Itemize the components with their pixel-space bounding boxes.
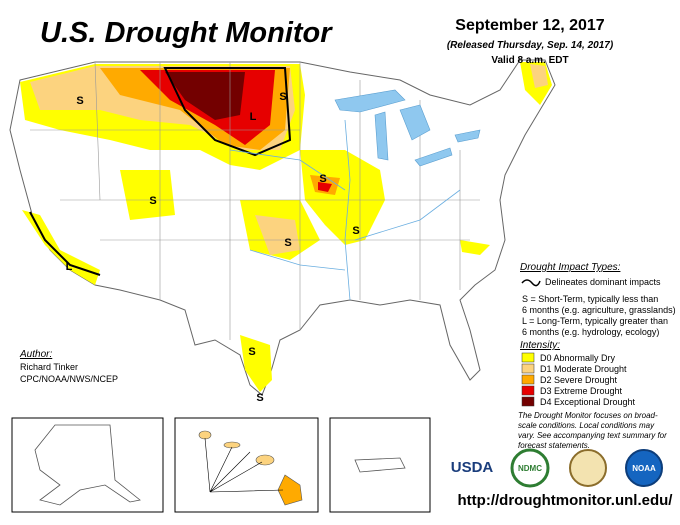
hawaii: [198, 430, 303, 506]
impact-delineates: Delineates dominant impacts: [545, 277, 661, 287]
legend-label: D1 Moderate Drought: [540, 364, 627, 374]
intensity-heading: Intensity:: [520, 340, 560, 351]
impact-line-symbol: [521, 279, 541, 287]
note: The Drought Monitor focuses on broad-sca…: [518, 411, 667, 450]
short-term: 6 months (e.g. agriculture, grasslands): [522, 305, 676, 315]
logo-badge: [625, 449, 663, 487]
valid-time: Valid 8 a.m. EDT: [491, 55, 568, 66]
impact-boundary: [29, 211, 101, 276]
author-name: Richard Tinker: [20, 362, 78, 372]
url: http://droughtmonitor.unl.edu/: [458, 492, 674, 509]
impact-label: S: [279, 91, 286, 103]
alaska: [34, 424, 141, 506]
logo-text: NOAA: [632, 464, 656, 473]
author-heading: Author:: [19, 349, 52, 360]
note-line: forecast statements.: [518, 441, 590, 450]
legend-swatch: [521, 374, 535, 385]
impact-label: S: [248, 346, 255, 358]
puerto-rico: [354, 457, 406, 473]
state-boundaries: [30, 61, 480, 340]
drought-area: [460, 240, 490, 255]
legend-label: D4 Exceptional Drought: [540, 397, 636, 407]
legend-swatch: [521, 363, 535, 374]
drought-area: [165, 72, 245, 120]
legend-label: D0 Abnormally Dry: [540, 353, 616, 363]
date: September 12, 2017: [455, 17, 605, 34]
logo-text: NDMC: [518, 464, 542, 473]
logos: USDA NDMC NOAA: [451, 448, 663, 488]
author-org: CPC/NOAA/NWS/NCEP: [20, 374, 118, 384]
drought-area: [22, 210, 100, 285]
impact-label: S: [284, 237, 291, 249]
released: (Released Thursday, Sep. 14, 2017): [447, 40, 614, 51]
impact-label: S: [149, 195, 156, 207]
legend-swatch: [521, 385, 535, 396]
rivers: [229, 119, 461, 301]
long-term: L = Long-Term, typically greater than: [522, 316, 668, 326]
logo-badge: [569, 449, 607, 487]
title: U.S. Drought Monitor: [40, 17, 333, 49]
legend-swatch: [521, 352, 535, 363]
drought-area: [255, 215, 300, 255]
impact-label: S: [76, 95, 83, 107]
note-line: The Drought Monitor focuses on broad-: [518, 411, 658, 420]
impact-heading: Drought Impact Types:: [520, 262, 621, 273]
note-line: vary. See accompanying text summary for: [518, 431, 667, 440]
impact-boundary: [163, 67, 292, 157]
legend-swatch: [521, 396, 535, 407]
drought-area: [318, 182, 332, 192]
legend-label: D3 Extreme Drought: [540, 386, 623, 396]
impact-label: L: [250, 111, 257, 123]
impact-label: S: [319, 173, 326, 185]
drought-areas: [20, 62, 552, 392]
drought-area: [240, 335, 272, 392]
impact-label: S: [256, 392, 263, 404]
impact-label: L: [66, 261, 73, 273]
logo-text: USDA: [451, 459, 494, 476]
great-lakes: [334, 89, 481, 167]
logo-badge: [510, 448, 550, 488]
long-term: 6 months (e.g. hydrology, ecology): [522, 327, 659, 337]
drought-area: [530, 64, 548, 88]
drought-area: [120, 170, 175, 220]
short-term: S = Short-Term, typically less than: [522, 294, 658, 304]
impact-label: S: [352, 225, 359, 237]
legend-label: D2 Severe Drought: [540, 375, 618, 385]
note-line: scale conditions. Local conditions may: [518, 421, 655, 430]
